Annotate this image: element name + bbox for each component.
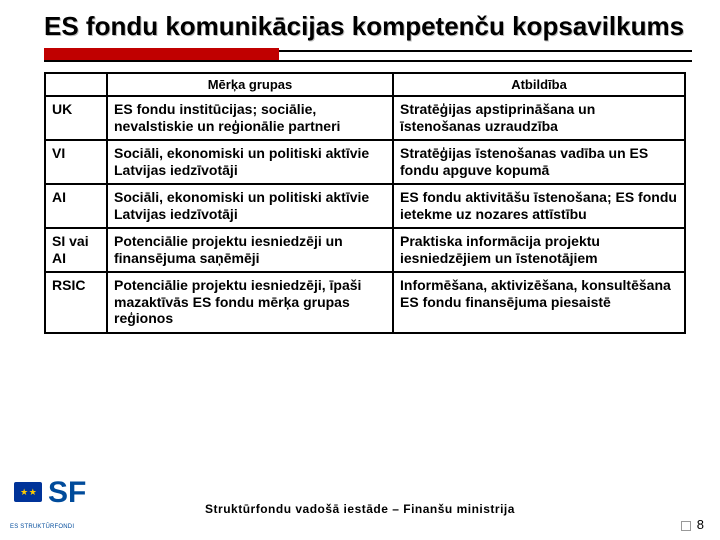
table-header	[45, 73, 107, 96]
row-targets: Potenciālie projektu iesniedzēji un fina…	[107, 228, 393, 272]
table-row: AI Sociāli, ekonomiski un politiski aktī…	[45, 184, 685, 228]
row-targets: ES fondu institūcijas; sociālie, nevalst…	[107, 96, 393, 140]
row-resp: ES fondu aktivitāšu īstenošana; ES fondu…	[393, 184, 685, 228]
table-row: RSIC Potenciālie projektu iesniedzēji, ī…	[45, 272, 685, 333]
page-number-icon	[681, 521, 691, 531]
row-targets: Sociāli, ekonomiski un politiski aktīvie…	[107, 140, 393, 184]
table-row: SI vai AI Potenciālie projektu iesniedzē…	[45, 228, 685, 272]
row-label: VI	[45, 140, 107, 184]
slide-title: ES fondu komunikācijas kompetenču kopsav…	[44, 12, 692, 42]
row-resp: Informēšana, aktivizēšana, konsultēšana …	[393, 272, 685, 333]
table-row: UK ES fondu institūcijas; sociālie, neva…	[45, 96, 685, 140]
row-label: RSIC	[45, 272, 107, 333]
logo-subtext: ES STRUKTŪRFONDI	[10, 524, 74, 530]
footer-text: Struktūrfondu vadošā iestāde – Finanšu m…	[0, 502, 720, 516]
table-row: VI Sociāli, ekonomiski un politiski aktī…	[45, 140, 685, 184]
row-label: SI vai AI	[45, 228, 107, 272]
row-label: AI	[45, 184, 107, 228]
eu-flag-icon: ★ ★	[14, 482, 42, 502]
title-rule	[44, 48, 692, 64]
table-header-row: Mērķa grupas Atbildība	[45, 73, 685, 96]
competence-table: Mērķa grupas Atbildība UK ES fondu insti…	[44, 72, 686, 334]
page-number-value: 8	[697, 517, 704, 532]
table-header: Mērķa grupas	[107, 73, 393, 96]
page-number: 8	[681, 517, 704, 532]
row-targets: Potenciālie projektu iesniedzēji, īpaši …	[107, 272, 393, 333]
row-resp: Praktiska informācija projektu iesniedzē…	[393, 228, 685, 272]
table-header: Atbildība	[393, 73, 685, 96]
row-label: UK	[45, 96, 107, 140]
row-targets: Sociāli, ekonomiski un politiski aktīvie…	[107, 184, 393, 228]
row-resp: Stratēģijas īstenošanas vadība un ES fon…	[393, 140, 685, 184]
row-resp: Stratēģijas apstiprināšana un īstenošana…	[393, 96, 685, 140]
